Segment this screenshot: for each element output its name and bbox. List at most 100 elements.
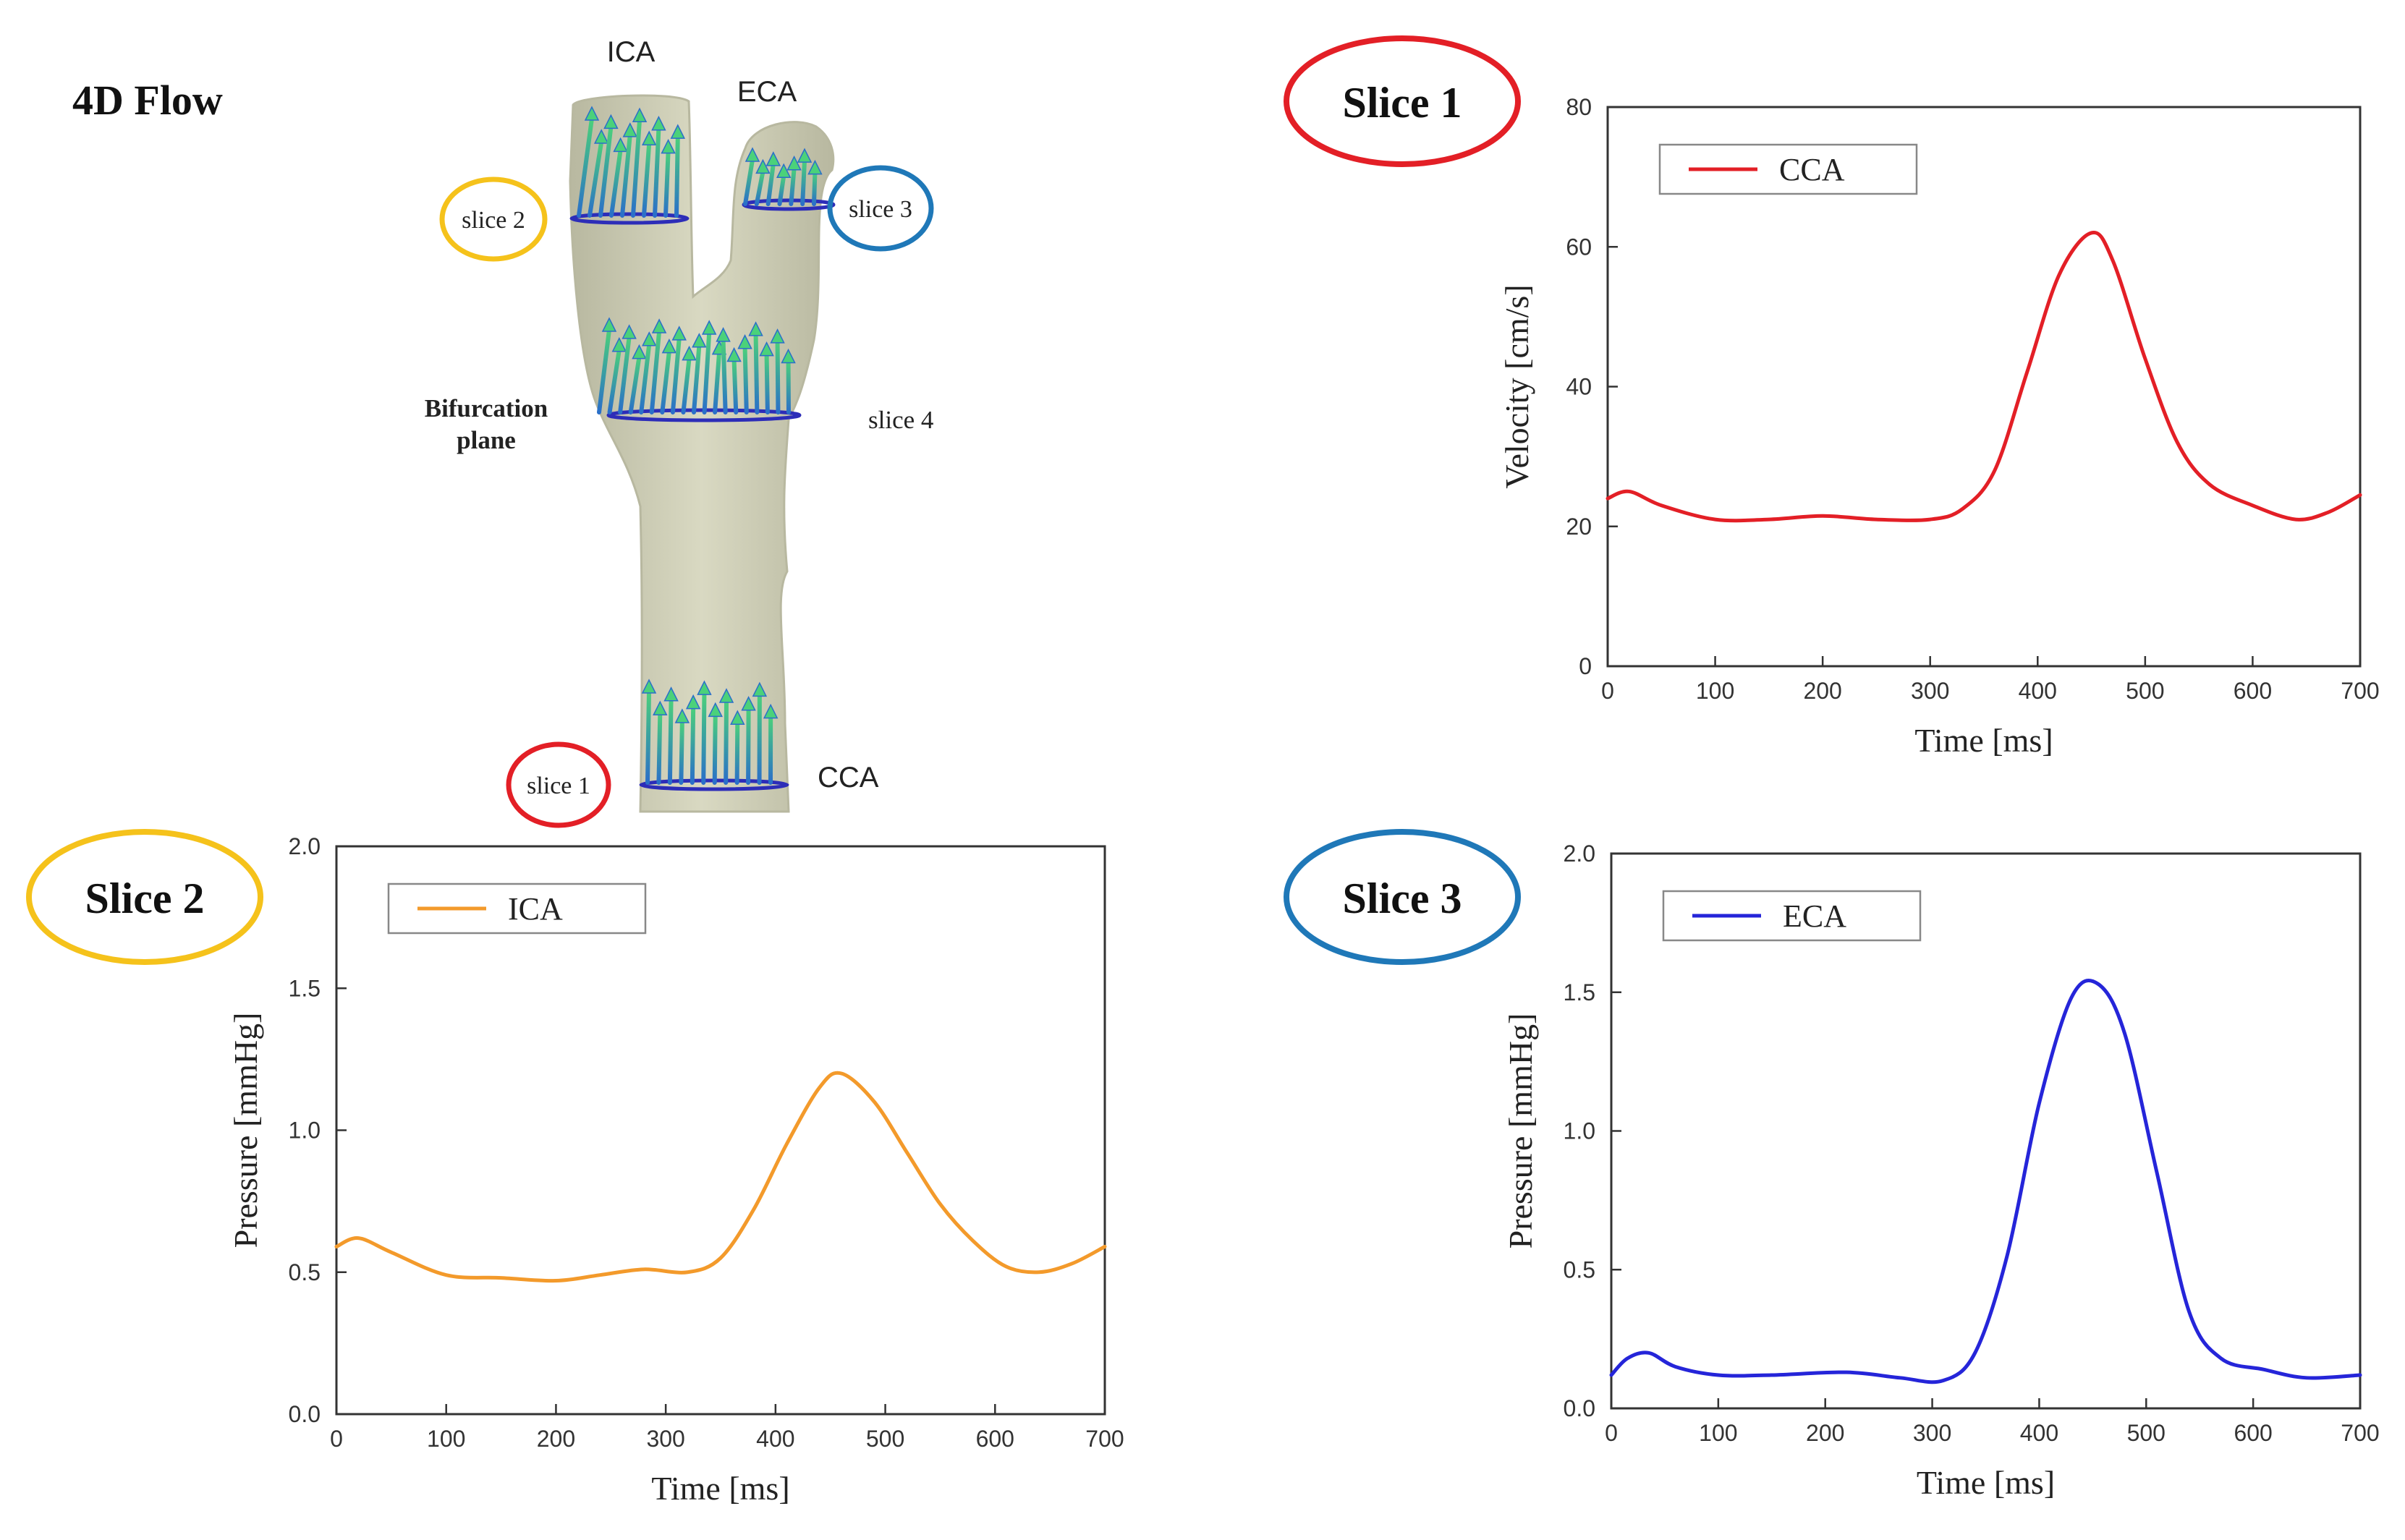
series-line-cca [1606, 230, 2362, 523]
y-tick-label: 1.0 [289, 1118, 321, 1144]
y-tick-label: 1.0 [1564, 1118, 1595, 1144]
velocity-arrow [649, 318, 667, 414]
legend-label: CCA [1779, 152, 1845, 187]
panel-tag-slice2: Slice 2 [26, 829, 263, 965]
velocity-arrow [639, 331, 657, 414]
velocity-arrow [797, 148, 813, 206]
velocity-arrow [692, 333, 707, 414]
chart-slice3: 0 100 200 300 400 500 600 700 0.0 0.5 1.0 1.5 2.0 Tim… [1502, 841, 2380, 1501]
slice-plane-2 [569, 212, 690, 225]
legend-label: ECA [1783, 898, 1846, 934]
x-tick-label: 500 [866, 1426, 904, 1452]
x-tick-label: 400 [756, 1426, 794, 1452]
velocity-arrow [770, 328, 785, 414]
panel-tag-slice3-text: Slice 3 [1343, 875, 1462, 922]
x-tick-label: 400 [2019, 678, 2057, 704]
x-tick-label: 600 [2234, 678, 2272, 704]
x-tick-label: 200 [537, 1426, 575, 1452]
velocity-arrow [708, 702, 723, 785]
velocity-arrow [609, 137, 628, 218]
x-tick-label: 700 [2341, 678, 2379, 704]
x-tick-label: 300 [646, 1426, 684, 1452]
y-tick-label: 2.0 [289, 833, 321, 859]
velocity-arrow [730, 710, 745, 785]
x-tick-label: 0 [1605, 1420, 1618, 1446]
velocity-arrow [597, 317, 617, 414]
slice2-callout-label: slice 2 [462, 207, 525, 234]
bifurcation-label-line1: Bifurcation [425, 394, 548, 422]
slice3-callout-label: slice 3 [849, 196, 912, 223]
carotid-diagram: ICA ECA CCA slice 4 Bifurcation plane sl… [425, 36, 934, 828]
x-tick-label: 600 [976, 1426, 1014, 1452]
y-tick-label: 0.5 [289, 1259, 321, 1285]
x-axis-label: Time [ms] [1914, 722, 2053, 759]
slice1-callout-label: slice 1 [527, 773, 590, 799]
x-tick-label: 100 [427, 1426, 465, 1452]
velocity-arrow [631, 107, 648, 218]
x-tick-label: 0 [1601, 678, 1614, 704]
x-tick-label: 700 [1085, 1426, 1124, 1452]
velocity-arrow [661, 138, 676, 218]
series-line-eca [1609, 978, 2362, 1384]
x-tick-label: 500 [2127, 1420, 2166, 1446]
y-tick-label: 60 [1566, 234, 1592, 260]
velocity-arrow [577, 106, 600, 218]
x-tick-label: 0 [330, 1426, 343, 1452]
velocity-arrow [653, 700, 668, 785]
y-tick-label: 1.5 [289, 975, 321, 1001]
panel-tag-slice1: Slice 1 [1284, 35, 1521, 167]
velocity-arrow [776, 163, 792, 206]
velocity-arrow [663, 686, 679, 785]
velocity-arrow [781, 348, 796, 414]
velocity-arrow [763, 703, 779, 785]
panel-tag-slice3: Slice 3 [1284, 829, 1521, 965]
x-tick-label: 100 [1696, 678, 1734, 704]
velocity-arrow [697, 680, 712, 785]
series-line-ica [334, 1071, 1107, 1283]
velocity-arrow [681, 345, 697, 414]
velocity-arrow [651, 116, 666, 218]
legend: CCA [1658, 143, 1918, 195]
y-tick-label: 80 [1566, 94, 1592, 120]
y-tick-label: 0.0 [1564, 1395, 1595, 1421]
slice1-callout: slice 1 [506, 741, 611, 828]
velocity-arrow [607, 337, 627, 414]
velocity-arrow [765, 151, 781, 206]
y-tick-label: 1.5 [1564, 979, 1595, 1005]
figure-title: 4D Flow [72, 77, 223, 124]
x-tick-label: 400 [2020, 1420, 2058, 1446]
velocity-arrow [786, 156, 802, 206]
slice-planes [569, 198, 836, 791]
x-tick-label: 600 [2234, 1420, 2272, 1446]
y-axis-label: Velocity [cm/s] [1498, 284, 1535, 488]
x-tick-label: 300 [1911, 678, 1949, 704]
velocity-arrow [674, 708, 690, 785]
velocity-arrow [743, 147, 760, 206]
vessel-body [569, 94, 835, 813]
velocity-arrow [726, 346, 742, 414]
x-tick-label: 300 [1913, 1420, 1951, 1446]
velocity-arrow [752, 681, 768, 785]
y-axis-label: Pressure [mmHg] [1502, 1013, 1539, 1249]
x-tick-label: 700 [2341, 1420, 2379, 1446]
velocity-arrow [670, 124, 686, 218]
velocity-arrows [577, 106, 823, 785]
y-tick-label: 40 [1566, 374, 1592, 400]
velocity-arrow [748, 321, 763, 414]
velocity-arrow [660, 338, 677, 414]
velocity-arrow [718, 688, 734, 785]
x-tick-label: 100 [1699, 1420, 1737, 1446]
x-tick-label: 200 [1806, 1420, 1844, 1446]
panel-tag-slice1-text: Slice 1 [1343, 79, 1462, 127]
velocity-arrow [759, 341, 774, 414]
velocity-arrow [620, 122, 638, 218]
velocity-arrow [741, 696, 756, 785]
legend: ECA [1662, 890, 1922, 942]
velocity-arrow [701, 320, 717, 414]
y-tick-label: 2.0 [1564, 841, 1595, 867]
y-tick-label: 0 [1579, 653, 1592, 679]
legend-label: ICA [508, 891, 563, 927]
velocity-arrow [641, 130, 657, 218]
velocity-arrow [598, 114, 619, 218]
eca-label: ECA [737, 76, 797, 108]
